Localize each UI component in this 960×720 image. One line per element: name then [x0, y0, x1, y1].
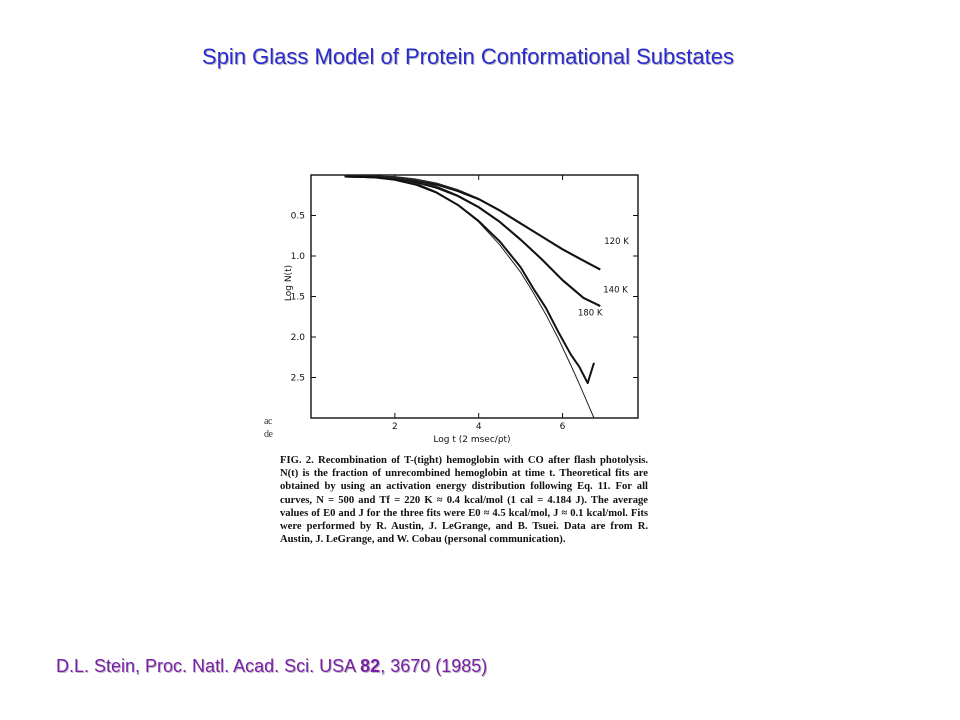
x-tick-label: 2	[392, 422, 398, 432]
figure-label: FIG. 2.	[280, 455, 314, 466]
data-line	[344, 175, 595, 385]
figure-caption: FIG. 2. Recombination of T-(tight) hemog…	[280, 454, 648, 546]
y-tick-label: 2.5	[291, 374, 305, 384]
series-label: 140 K	[603, 286, 628, 296]
series-label: 180 K	[578, 308, 603, 318]
x-tick-label: 6	[560, 422, 566, 432]
fit-line	[344, 174, 595, 419]
fit-line	[344, 174, 601, 306]
y-tick-label: 1.5	[291, 293, 305, 303]
y-tick-label: 0.5	[291, 212, 305, 222]
fit-line	[344, 174, 601, 270]
figure: 2 4 6 0.5 1.0 1.5 2.0 2.5 120 K 140 K 180 K Log t…	[258, 165, 648, 595]
decay-chart: 2 4 6 0.5 1.0 1.5 2.0 2.5 120 K 140 K 180 K Log t…	[284, 174, 639, 445]
series-group: 120 K 140 K 180 K	[344, 174, 629, 419]
axes: 2 4 6 0.5 1.0 1.5 2.0 2.5	[291, 174, 639, 432]
y-axis-label: Log N(t)	[284, 265, 294, 301]
caption-text: Recombination of T-(tight) hemoglobin wi…	[280, 455, 649, 546]
citation: D.L. Stein, Proc. Natl. Acad. Sci. USA 8…	[56, 656, 487, 677]
x-axis-label: Log t (2 msec/ρt)	[433, 435, 510, 445]
y-tick-label: 1.0	[291, 252, 306, 262]
citation-authors: D.L. Stein, Proc. Natl. Acad. Sci. USA	[56, 656, 356, 676]
series-label: 120 K	[604, 237, 629, 247]
y-tick-label: 2.0	[291, 333, 306, 343]
citation-pages: , 3670 (1985)	[380, 656, 488, 676]
citation-volume: 82	[360, 656, 381, 676]
slide-title: Spin Glass Model of Protein Conformation…	[202, 44, 734, 69]
cutoff-text-2: de	[264, 429, 273, 440]
data-line	[344, 175, 601, 271]
x-tick-label: 4	[476, 422, 482, 432]
cutoff-text-1: ac	[264, 416, 272, 427]
